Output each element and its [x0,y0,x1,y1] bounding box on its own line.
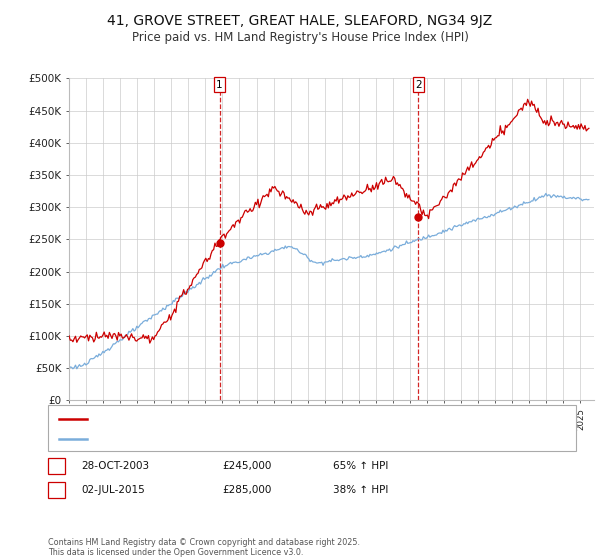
Text: 28-OCT-2003: 28-OCT-2003 [81,461,149,471]
Text: 02-JUL-2015: 02-JUL-2015 [81,485,145,495]
Text: 1: 1 [216,80,223,90]
Text: HPI: Average price, detached house, North Kesteven: HPI: Average price, detached house, Nort… [93,435,354,444]
Text: 1: 1 [53,461,60,471]
Text: 2: 2 [53,485,60,495]
Text: Contains HM Land Registry data © Crown copyright and database right 2025.
This d: Contains HM Land Registry data © Crown c… [48,538,360,557]
Text: Price paid vs. HM Land Registry's House Price Index (HPI): Price paid vs. HM Land Registry's House … [131,31,469,44]
Text: 41, GROVE STREET, GREAT HALE, SLEAFORD, NG34 9JZ: 41, GROVE STREET, GREAT HALE, SLEAFORD, … [107,14,493,28]
Text: 38% ↑ HPI: 38% ↑ HPI [333,485,388,495]
Text: 2: 2 [415,80,422,90]
Text: 65% ↑ HPI: 65% ↑ HPI [333,461,388,471]
Text: £245,000: £245,000 [222,461,271,471]
Text: £285,000: £285,000 [222,485,271,495]
Text: 41, GROVE STREET, GREAT HALE, SLEAFORD, NG34 9JZ (detached house): 41, GROVE STREET, GREAT HALE, SLEAFORD, … [93,414,460,424]
